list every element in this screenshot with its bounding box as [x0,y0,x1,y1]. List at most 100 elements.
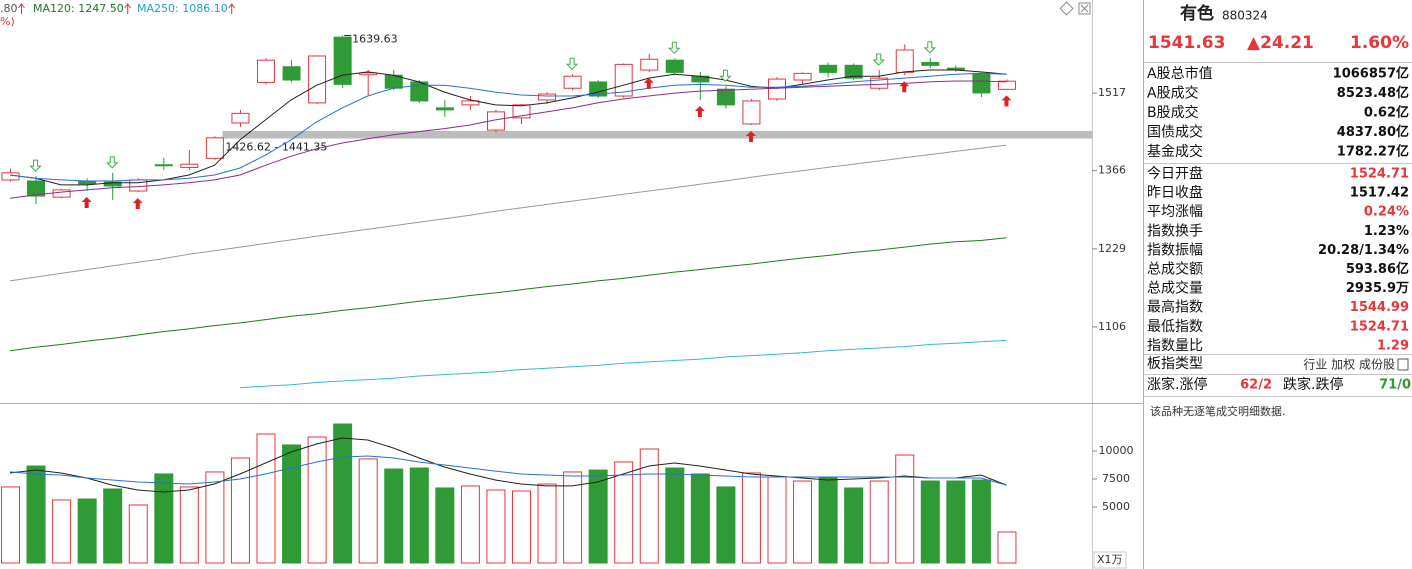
down-count-label: 跌家.跌停 [1283,376,1343,393]
volume-bar [460,485,480,564]
price-change: ▲24.21 [1247,33,1314,53]
candle-body [742,100,761,125]
volume-bar [614,461,634,564]
band-label: 1426.62 - 1441.35 [225,141,327,154]
close-icon[interactable] [1078,2,1091,15]
stat-label: 最高指数 [1147,299,1203,316]
legend-entry: .80 [0,2,18,15]
stat-label: 平均涨幅 [1147,204,1203,220]
ma-line [9,144,1007,282]
volume-bar [26,465,46,564]
candle-body [563,75,582,89]
ma-line [9,237,1007,352]
stat-label: B股成交 [1147,104,1199,121]
stat-value: 1524.71 [1350,319,1409,334]
stat-value: 1544.99 [1350,300,1409,315]
index-type-value: 行业 加权 成份股 [1303,358,1395,372]
candle-body [870,77,889,89]
volume-bar [588,469,608,564]
candle-body [282,66,301,81]
stat-value: 1066857亿 [1333,66,1409,82]
stat-value: 0.24% [1364,205,1409,220]
volume-bar [179,486,199,564]
stat-label: 指数量比 [1147,338,1203,354]
volume-bar [486,489,506,564]
high-label: 1639.63 [352,33,398,46]
price-band [222,130,1092,139]
volume-bar [537,483,557,564]
panel-title: 有色 [1180,3,1214,24]
buy-signal [1001,95,1012,107]
y-tick-label: 1229 [1098,242,1126,255]
sell-signal [105,156,119,169]
candle-body [614,63,633,97]
volume-bar [665,467,685,564]
y-tick-label: 1517 [1098,86,1126,99]
candle-body [231,112,250,124]
volume-bar [256,433,276,564]
candle-body [538,93,557,101]
buy-signal [132,198,143,210]
stat-label: 指数振幅 [1147,242,1203,258]
volume-bar [920,480,940,564]
candle-body [716,88,735,106]
ma-line [9,69,1007,186]
diamond-icon[interactable] [1059,1,1074,16]
buy-signal [899,81,910,93]
up-count-label: 涨家.涨停 [1147,376,1207,393]
candle-body [768,78,786,100]
volume-bar [282,444,302,564]
stat-label: 最低指数 [1147,319,1203,335]
candle-body [52,189,71,198]
close-icon-stroke [1080,4,1089,13]
candle-body [27,180,46,197]
stat-value: 1.23% [1364,224,1409,239]
stat-label: 指数换手 [1147,222,1203,239]
volume-ma-line [9,455,1007,486]
candle-body [486,111,505,131]
legend-arrow [18,3,25,14]
ma-line [9,72,1007,182]
candle-body [180,163,199,168]
y-tick-label: 7500 [1102,472,1130,485]
candle-body [154,164,173,167]
volume-bar [333,423,353,564]
stat-value: 2935.9万 [1346,281,1409,296]
volume-bar [77,498,97,564]
volume-bar [435,487,455,564]
volume-bar [946,480,966,564]
sell-signal [872,53,885,66]
candle-body [844,64,863,79]
volume-bar [869,480,889,564]
up-count-value: 62/2 [1240,378,1272,393]
sell-signal [565,57,579,71]
buy-signal [745,130,756,142]
candle-body [997,80,1016,90]
index-type-icon[interactable] [1397,358,1409,371]
candle-body [103,181,122,187]
candle-body [257,59,275,83]
volume-bar [409,467,429,564]
stat-value: 1782.27亿 [1337,144,1409,160]
buy-signal [694,105,705,117]
stat-label: 基金成交 [1147,143,1203,160]
volume-bar [154,473,174,564]
stat-label: 今日开盘 [1147,165,1203,182]
stat-value: 4837.80亿 [1337,124,1409,140]
candle-body [921,62,940,66]
volume-bar [103,488,123,564]
candle-body [461,100,480,106]
volume-bar [128,504,148,564]
volume-bar [358,458,378,564]
stat-value: 20.28/1.34% [1318,243,1409,258]
volume-bar [997,531,1017,564]
volume-bar [230,457,250,564]
stat-value: 1517.42 [1350,186,1409,201]
volume-bar [716,486,736,564]
volume-bar [205,471,225,564]
legend-entry: MA120: 1247.50 [33,2,124,15]
volume-bar [818,477,838,564]
volume-bar [52,499,72,564]
y-tick-label: 5000 [1102,500,1130,513]
stat-value: 1.29 [1377,338,1409,353]
